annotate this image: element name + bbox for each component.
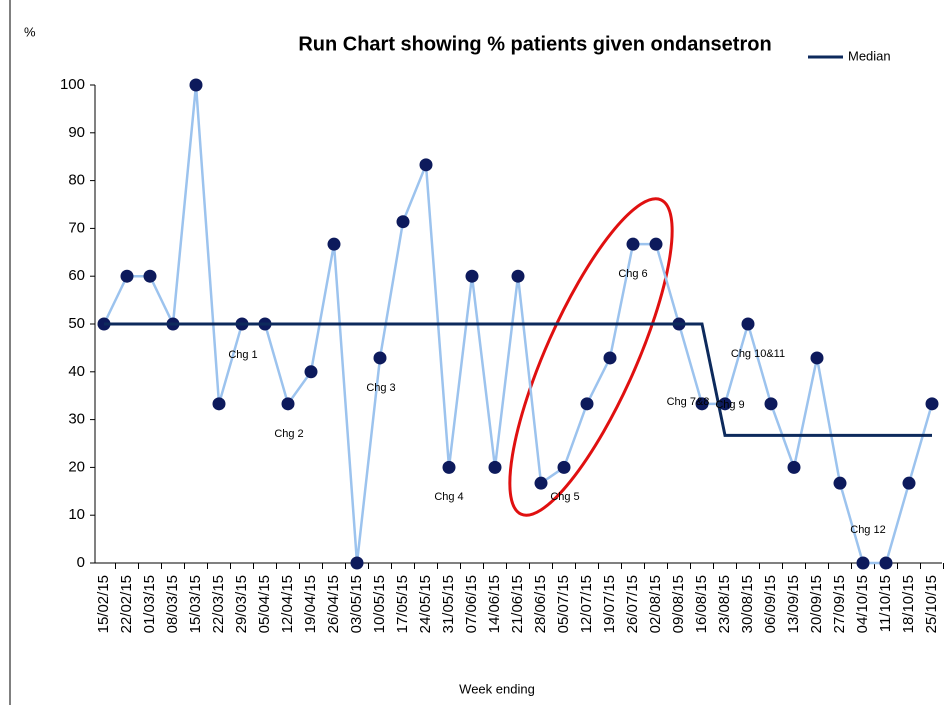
x-tick-label: 22/02/15 bbox=[118, 575, 135, 633]
x-tick-label: 13/09/15 bbox=[785, 575, 802, 633]
y-tick-label: 40 bbox=[68, 363, 85, 380]
data-point bbox=[212, 397, 226, 411]
median-line bbox=[104, 322, 932, 437]
x-tick-label: 15/02/15 bbox=[95, 575, 112, 633]
data-point bbox=[741, 317, 755, 331]
data-point bbox=[488, 460, 502, 474]
x-tick-label: 19/04/15 bbox=[302, 575, 319, 633]
annotation: Chg 10&11 bbox=[731, 348, 785, 360]
x-tick-label: 12/04/15 bbox=[279, 575, 296, 633]
data-point bbox=[442, 460, 456, 474]
x-tick-label: 24/05/15 bbox=[417, 575, 434, 633]
x-tick-label: 16/08/15 bbox=[693, 575, 710, 633]
data-point bbox=[787, 460, 801, 474]
x-tick-label: 10/05/15 bbox=[371, 575, 388, 633]
x-tick-label: 05/07/15 bbox=[555, 575, 572, 633]
x-tick-label: 31/05/15 bbox=[440, 575, 457, 633]
chart-title: Run Chart showing % patients given ondan… bbox=[298, 33, 771, 55]
y-tick-label: 10 bbox=[68, 506, 85, 523]
data-point bbox=[626, 237, 640, 251]
data-point bbox=[304, 365, 318, 379]
x-tick-label: 17/05/15 bbox=[394, 575, 411, 633]
data-point bbox=[534, 476, 548, 490]
annotation: Chg 4 bbox=[434, 491, 463, 503]
x-tick-label: 02/08/15 bbox=[647, 575, 664, 633]
data-point bbox=[327, 237, 341, 251]
data-point bbox=[396, 215, 410, 229]
highlight-ellipse bbox=[508, 197, 674, 517]
x-tick-label: 03/05/15 bbox=[348, 575, 365, 633]
x-tick-label: 26/04/15 bbox=[325, 575, 342, 633]
x-tick-label: 04/10/15 bbox=[854, 575, 871, 633]
annotation: Chg 12 bbox=[850, 524, 885, 536]
x-tick-label: 19/07/15 bbox=[601, 575, 618, 633]
x-tick-label: 11/10/15 bbox=[877, 575, 894, 632]
legend-label: Median bbox=[848, 48, 891, 63]
data-point bbox=[925, 397, 939, 411]
data-point bbox=[281, 397, 295, 411]
data-point bbox=[557, 460, 571, 474]
x-tick-label: 14/06/15 bbox=[486, 575, 503, 633]
x-tick-label: 20/09/15 bbox=[808, 575, 825, 633]
data-point bbox=[580, 397, 594, 411]
data-point bbox=[373, 351, 387, 365]
data-point bbox=[419, 158, 433, 172]
data-point bbox=[120, 269, 134, 283]
data-point bbox=[189, 78, 203, 92]
x-tick-label: 21/06/15 bbox=[509, 575, 526, 633]
y-tick-label: 90 bbox=[68, 124, 85, 141]
annotation: Chg 7&8 bbox=[667, 396, 710, 408]
y-tick-label: 80 bbox=[68, 172, 85, 189]
x-tick-label: 23/08/15 bbox=[716, 575, 733, 633]
x-tick-label: 25/10/15 bbox=[923, 575, 940, 633]
x-axis-label: Week ending bbox=[459, 681, 535, 696]
data-point bbox=[879, 556, 893, 570]
x-tick-label: 12/07/15 bbox=[578, 575, 595, 633]
x-tick-label: 15/03/15 bbox=[187, 575, 204, 633]
annotation: Chg 2 bbox=[274, 428, 303, 440]
x-tick-label: 28/06/15 bbox=[532, 575, 549, 633]
annotation: Chg 9 bbox=[715, 399, 744, 411]
data-point bbox=[143, 269, 157, 283]
data-point bbox=[718, 397, 732, 411]
data-point bbox=[511, 269, 525, 283]
y-axis-label: % bbox=[24, 24, 36, 39]
data-point bbox=[833, 476, 847, 490]
x-tick-label: 29/03/15 bbox=[233, 575, 250, 633]
data-point bbox=[465, 269, 479, 283]
x-tick-label: 09/08/15 bbox=[670, 575, 687, 633]
data-point bbox=[649, 237, 663, 251]
x-tick-label: 01/03/15 bbox=[141, 575, 158, 633]
annotation: Chg 1 bbox=[228, 349, 257, 361]
y-tick-label: 60 bbox=[68, 267, 85, 284]
x-tick-label: 26/07/15 bbox=[624, 575, 641, 633]
x-tick-label: 27/09/15 bbox=[831, 575, 848, 633]
data-point bbox=[695, 397, 709, 411]
y-tick-label: 70 bbox=[68, 219, 85, 236]
y-tick-label: 0 bbox=[77, 554, 85, 571]
x-tick-label: 08/03/15 bbox=[164, 575, 181, 633]
data-point bbox=[902, 476, 916, 490]
data-point bbox=[350, 556, 364, 570]
x-tick-label: 30/08/15 bbox=[739, 575, 756, 633]
data-point bbox=[603, 351, 617, 365]
x-tick-label: 22/03/15 bbox=[210, 575, 227, 633]
y-tick-label: 30 bbox=[68, 411, 85, 428]
data-point bbox=[856, 556, 870, 570]
x-tick-label: 05/04/15 bbox=[256, 575, 273, 633]
x-tick-label: 18/10/15 bbox=[900, 575, 917, 633]
y-tick-label: 20 bbox=[68, 458, 85, 475]
annotation: Chg 3 bbox=[366, 382, 395, 394]
data-point bbox=[810, 351, 824, 365]
annotation: Chg 6 bbox=[618, 268, 647, 280]
y-tick-label: 100 bbox=[60, 76, 85, 93]
x-tick-label: 07/06/15 bbox=[463, 575, 480, 633]
y-tick-label: 50 bbox=[68, 315, 85, 332]
data-point bbox=[764, 397, 778, 411]
x-tick-label: 06/09/15 bbox=[762, 575, 779, 633]
annotation: Chg 5 bbox=[550, 491, 579, 503]
